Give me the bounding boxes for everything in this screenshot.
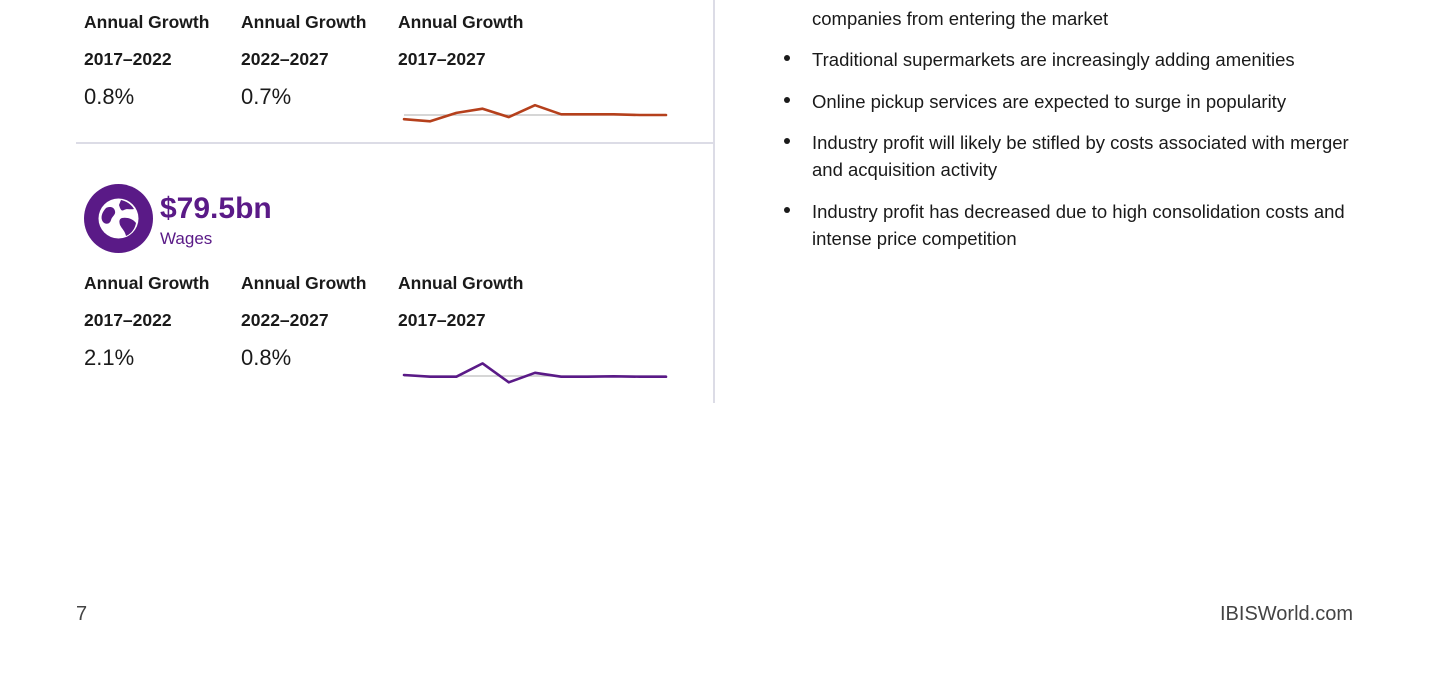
- bullet-dot: [784, 138, 790, 144]
- section-divider: [76, 142, 714, 144]
- sparkline-chart-wages: [402, 362, 668, 384]
- growth-column-2022-2027: Annual Growth 2022–2027 0.7%: [241, 12, 366, 109]
- growth-column-2022-2027: Annual Growth 2022–2027 0.8%: [241, 273, 366, 370]
- growth-heading: Annual Growth: [84, 12, 210, 32]
- growth-column-2017-2027: Annual Growth 2017–2027: [398, 273, 523, 330]
- growth-period: 2022–2027: [241, 49, 329, 69]
- growth-period: 2017–2022: [84, 49, 172, 69]
- growth-heading: Annual Growth: [398, 273, 524, 293]
- growth-period: 2022–2027: [241, 310, 329, 330]
- growth-period: 2017–2027: [398, 49, 486, 69]
- growth-column-2017-2027: Annual Growth 2017–2027: [398, 12, 523, 69]
- growth-column-2017-2022: Annual Growth 2017–2022 0.8%: [84, 12, 209, 109]
- list-item-text: companies from entering the market: [812, 8, 1109, 29]
- growth-value: 0.8%: [84, 84, 135, 109]
- brand-link[interactable]: IBISWorld.com: [1220, 603, 1353, 625]
- bullet-dot: [784, 207, 790, 213]
- globe-icon: [84, 184, 153, 253]
- growth-period: 2017–2022: [84, 310, 172, 330]
- growth-value: 0.8%: [241, 345, 292, 370]
- growth-heading: Annual Growth: [398, 12, 524, 32]
- growth-heading: Annual Growth: [241, 12, 367, 32]
- column-divider: [713, 0, 715, 403]
- bullet-dot: [784, 55, 790, 61]
- sparkline-series-line: [402, 103, 668, 123]
- sparkline-series-line: [402, 362, 668, 384]
- page-number: 7: [76, 603, 88, 625]
- bullet-dot: [784, 97, 790, 103]
- growth-value: 0.7%: [241, 84, 292, 109]
- growth-heading: Annual Growth: [84, 273, 210, 293]
- top-growth-section: Annual Growth 2017–2022 0.8% Annual Grow…: [84, 12, 684, 132]
- list-item-text: Industry profit will likely be stifled b…: [812, 132, 1349, 180]
- list-item-text: Online pickup services are expected to s…: [812, 91, 1287, 112]
- growth-column-2017-2022: Annual Growth 2017–2022 2.1%: [84, 273, 209, 370]
- growth-value: 2.1%: [84, 345, 135, 370]
- wages-metric: $79.5bn Wages: [84, 184, 484, 254]
- sparkline-chart-top: [402, 103, 668, 123]
- growth-heading: Annual Growth: [241, 273, 367, 293]
- growth-period: 2017–2027: [398, 310, 486, 330]
- metric-value: $79.5bn: [160, 192, 272, 225]
- list-item-text: Industry profit has decreased due to hig…: [812, 201, 1345, 249]
- wages-growth-section: Annual Growth 2017–2022 2.1% Annual Grow…: [84, 273, 684, 393]
- list-item-text: Traditional supermarkets are increasingl…: [812, 49, 1295, 70]
- metric-label: Wages: [160, 229, 213, 248]
